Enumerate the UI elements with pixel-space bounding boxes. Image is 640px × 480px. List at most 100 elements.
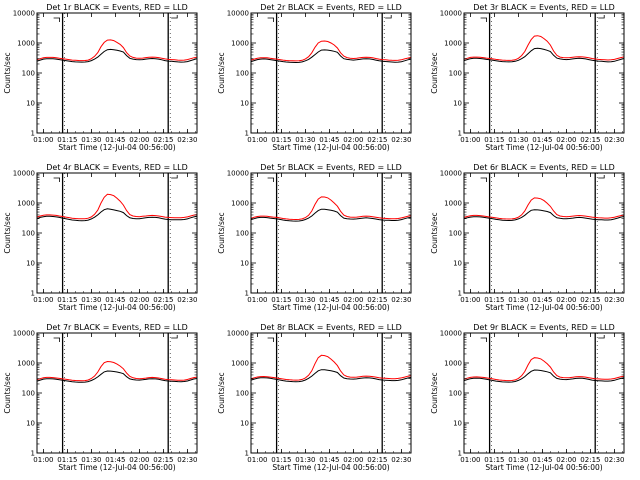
y-tick-label: 1000 [17, 360, 35, 368]
panel-det-3: Det 3r BLACK = Events, RED = LLD 1 10 100 10… [430, 3, 625, 152]
marker-tab [385, 175, 392, 179]
y-tick-label: 1 [458, 450, 462, 458]
x-tick-label: 01:30 [295, 136, 315, 144]
x-tick-label: 02:00 [129, 456, 149, 464]
x-tick-label: 01:45 [532, 136, 552, 144]
marker-tab [385, 15, 392, 19]
y-tick-label: 10 [453, 260, 462, 268]
y-tick-label: 100 [22, 70, 35, 78]
x-tick-label: 02:30 [604, 296, 624, 304]
plot-frame [250, 332, 412, 454]
x-tick-label: 01:45 [319, 456, 339, 464]
x-tick-label: 01:00 [33, 296, 53, 304]
panel-title: Det 6r BLACK = Events, RED = LLD [473, 163, 615, 172]
x-tick-label: 01:30 [508, 296, 528, 304]
x-tick-label: 01:45 [105, 456, 125, 464]
y-tick-label: 1 [245, 450, 249, 458]
x-tick-label: 01:00 [33, 456, 53, 464]
y-tick-label: 10000 [440, 330, 462, 338]
marker-tab [480, 337, 487, 342]
y-axis-label: Counts/sec [217, 52, 226, 93]
series-lld-line [463, 357, 625, 382]
marker-tab [598, 335, 605, 339]
y-tick-label: 1000 [231, 360, 249, 368]
series-lld-line [463, 35, 625, 61]
x-tick-label: 01:00 [460, 456, 480, 464]
y-tick-label: 10 [240, 100, 249, 108]
series-events-line [463, 47, 625, 63]
series-events-line [36, 48, 198, 63]
marker-tab [267, 337, 274, 342]
x-tick-label: 02:00 [129, 296, 149, 304]
y-tick-label: 10 [240, 420, 249, 428]
x-axis-label: Start Time (12-Jul-04 00:56:00) [272, 463, 389, 472]
y-tick-label: 1 [245, 290, 249, 298]
x-axis-label: Start Time (12-Jul-04 00:56:00) [485, 143, 602, 152]
x-tick-label: 02:15 [367, 136, 387, 144]
panel-det-5: Det 5r BLACK = Events, RED = LLD 1 10 100 10… [217, 163, 412, 312]
y-tick-label: 1 [458, 130, 462, 138]
panel-title: Det 9r BLACK = Events, RED = LLD [473, 323, 615, 332]
y-tick-label: 1 [31, 290, 35, 298]
y-axis-label: Counts/sec [217, 212, 226, 253]
y-tick-label: 10000 [13, 330, 35, 338]
x-tick-label: 01:15 [271, 136, 291, 144]
x-tick-label: 02:30 [177, 136, 197, 144]
x-tick-label: 02:00 [556, 296, 576, 304]
panel-det-4: Det 4r BLACK = Events, RED = LLD 1 10 100 10… [3, 163, 198, 312]
plot-frame [36, 12, 198, 134]
marker-tab [171, 175, 178, 179]
x-tick-label: 02:00 [343, 456, 363, 464]
y-axis-label: Counts/sec [430, 52, 439, 93]
series-events-line [250, 49, 412, 64]
y-tick-label: 10 [26, 100, 35, 108]
y-tick-label: 10 [240, 260, 249, 268]
x-tick-label: 02:30 [391, 136, 411, 144]
x-tick-label: 02:15 [580, 136, 600, 144]
panel-title: Det 4r BLACK = Events, RED = LLD [46, 163, 188, 172]
marker-tab [267, 177, 274, 182]
x-tick-label: 01:15 [57, 136, 77, 144]
panel-title: Det 1r BLACK = Events, RED = LLD [46, 3, 188, 12]
x-tick-label: 02:30 [604, 136, 624, 144]
x-axis-label: Start Time (12-Jul-04 00:56:00) [58, 463, 175, 472]
x-axis-label: Start Time (12-Jul-04 00:56:00) [58, 303, 175, 312]
x-tick-label: 01:00 [247, 456, 267, 464]
marker-tab [598, 175, 605, 179]
y-axis-label: Counts/sec [3, 212, 12, 253]
y-tick-label: 1000 [17, 40, 35, 48]
x-tick-label: 02:00 [343, 136, 363, 144]
y-tick-label: 1 [31, 130, 35, 138]
x-tick-label: 01:45 [105, 136, 125, 144]
panel-det-2: Det 2r BLACK = Events, RED = LLD 1 10 100 10… [217, 3, 412, 152]
x-tick-label: 01:45 [532, 296, 552, 304]
x-tick-label: 01:30 [508, 456, 528, 464]
panel-det-9: Det 9r BLACK = Events, RED = LLD 1 10 100 10… [430, 323, 625, 472]
marker-tab [171, 15, 178, 19]
x-tick-label: 01:15 [484, 136, 504, 144]
panel-title: Det 3r BLACK = Events, RED = LLD [473, 3, 615, 12]
panel-det-6: Det 6r BLACK = Events, RED = LLD 1 10 100 10… [430, 163, 625, 312]
x-tick-label: 02:00 [343, 296, 363, 304]
panel-title: Det 5r BLACK = Events, RED = LLD [260, 163, 402, 172]
x-tick-label: 01:30 [295, 456, 315, 464]
y-tick-label: 1000 [17, 200, 35, 208]
y-tick-label: 10000 [440, 170, 462, 178]
x-tick-label: 01:15 [57, 296, 77, 304]
marker-tab [480, 177, 487, 182]
x-tick-label: 01:15 [271, 296, 291, 304]
series-lld-line [463, 197, 625, 220]
x-tick-label: 01:15 [484, 456, 504, 464]
y-tick-label: 10000 [13, 170, 35, 178]
panel-det-8: Det 8r BLACK = Events, RED = LLD 1 10 100 10… [217, 323, 412, 472]
y-tick-label: 1000 [231, 40, 249, 48]
x-tick-label: 01:30 [81, 456, 101, 464]
x-axis-label: Start Time (12-Jul-04 00:56:00) [272, 143, 389, 152]
x-axis-label: Start Time (12-Jul-04 00:56:00) [58, 143, 175, 152]
y-tick-label: 1000 [444, 360, 462, 368]
x-tick-label: 02:15 [580, 456, 600, 464]
x-tick-label: 01:00 [247, 136, 267, 144]
x-tick-label: 01:30 [81, 136, 101, 144]
x-axis-label: Start Time (12-Jul-04 00:56:00) [485, 463, 602, 472]
